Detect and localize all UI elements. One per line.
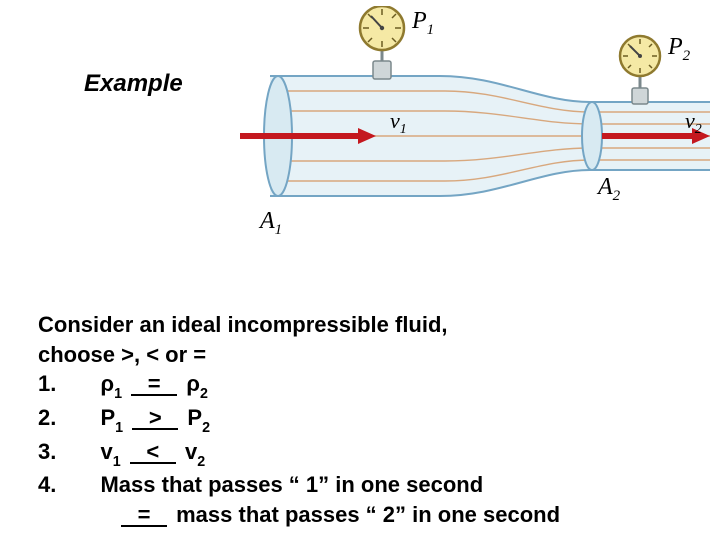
question-block: Consider an ideal incompressible fluid, … [38, 310, 560, 530]
item-2: 2. P1 > P2 [38, 403, 560, 437]
label-p1: P1 [411, 8, 434, 38]
prompt-line-2: choose >, < or = [38, 340, 560, 370]
item-1: 1. ρ1 = ρ2 [38, 369, 560, 403]
label-a2: A2 [596, 174, 621, 204]
venturi-diagram: P1 P2 v1 v2 A1 A2 [240, 6, 710, 236]
label-a1: A1 [258, 208, 282, 236]
gauge-p1 [360, 6, 404, 79]
venturi-svg: P1 P2 v1 v2 A1 A2 [240, 6, 710, 236]
gauge-p2 [620, 36, 660, 104]
cross-section-a2 [582, 102, 602, 170]
label-p2: P2 [667, 34, 691, 64]
example-title: Example [84, 70, 183, 98]
item-4a: 4. Mass that passes “ 1” in one second [38, 470, 560, 500]
prompt-line-1: Consider an ideal incompressible fluid, [38, 310, 560, 340]
item-3: 3. v1 < v2 [38, 437, 560, 471]
item-4b: = mass that passes “ 2” in one second [38, 500, 560, 530]
